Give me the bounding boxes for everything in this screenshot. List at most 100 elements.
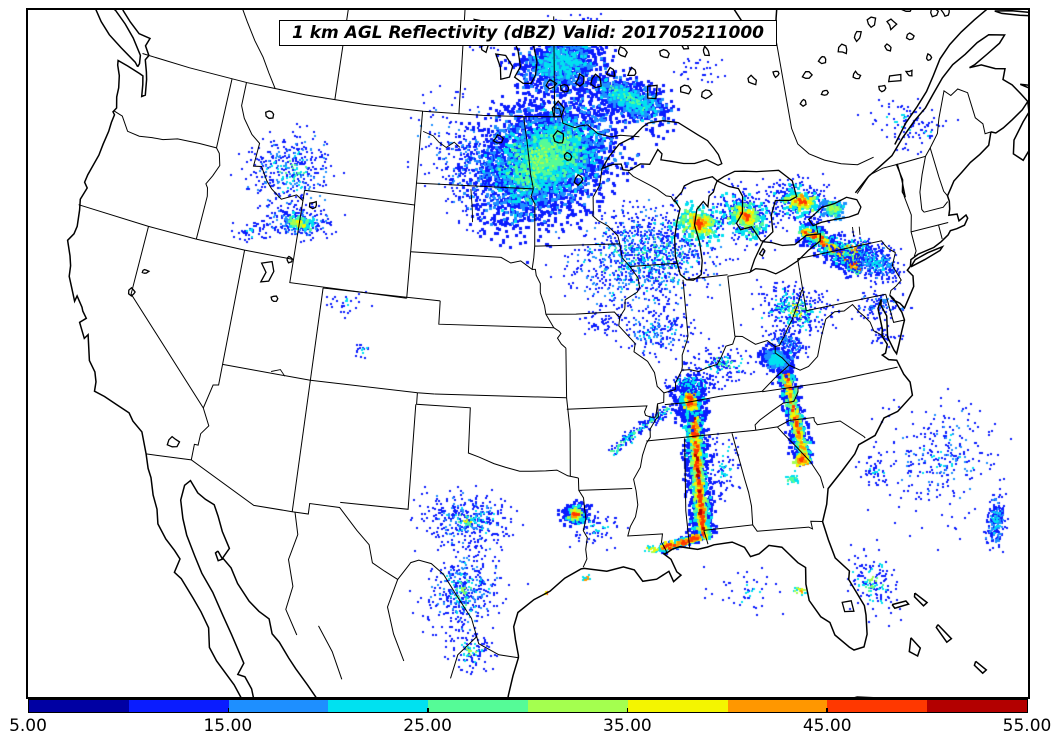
map-path xyxy=(990,101,1028,134)
map-path xyxy=(416,182,534,190)
small-lake xyxy=(878,84,887,93)
map-path xyxy=(854,33,1006,194)
map-path xyxy=(929,147,948,197)
small-lake xyxy=(679,84,692,95)
map-path xyxy=(727,271,751,277)
small-lake xyxy=(563,151,573,161)
small-lake xyxy=(141,268,151,274)
map-path xyxy=(684,438,691,548)
map-path xyxy=(386,579,405,662)
small-lake xyxy=(747,74,758,86)
map-path xyxy=(755,426,778,431)
map-path xyxy=(797,258,807,311)
small-lake xyxy=(166,435,181,448)
small-lake xyxy=(552,129,565,144)
map-path xyxy=(592,168,665,394)
small-lake xyxy=(574,72,585,88)
map-path xyxy=(259,260,275,283)
map-path xyxy=(242,10,276,90)
small-lake xyxy=(308,200,318,210)
map-path xyxy=(910,222,949,233)
map-path xyxy=(195,147,221,240)
small-lake xyxy=(801,71,813,79)
map-path xyxy=(241,82,304,202)
colorbar-segment-10-15 xyxy=(128,700,229,712)
map-path xyxy=(797,240,896,260)
colorbar-tick-mark xyxy=(427,708,429,713)
map-path xyxy=(891,600,910,610)
map-path xyxy=(774,35,874,166)
small-lake xyxy=(884,43,892,52)
map-path xyxy=(923,201,949,213)
map-path xyxy=(434,393,567,399)
small-lake xyxy=(837,43,848,55)
map-path xyxy=(78,204,197,240)
map-path xyxy=(646,84,658,100)
plot-title: 1 km AGL Reflectivity (dBZ) Valid: 20170… xyxy=(292,23,764,43)
map-path xyxy=(142,53,640,138)
map-path xyxy=(807,196,862,227)
small-lake xyxy=(626,66,637,77)
map-path xyxy=(777,416,866,439)
map-path xyxy=(910,245,945,268)
map-path xyxy=(754,385,799,431)
small-lake xyxy=(286,255,293,264)
small-lake xyxy=(590,73,602,89)
map-path xyxy=(410,188,536,271)
map-path xyxy=(566,403,658,418)
map-path xyxy=(146,453,519,659)
map-path xyxy=(271,369,286,377)
map-path xyxy=(565,348,568,398)
map-path xyxy=(815,225,819,234)
map-path xyxy=(762,366,898,393)
colorbar-tick-label: 45.00 xyxy=(802,716,852,736)
map-path xyxy=(130,226,204,409)
map-path xyxy=(673,175,718,281)
map-path xyxy=(578,488,633,491)
small-lake xyxy=(925,52,933,62)
small-lake xyxy=(492,133,505,144)
small-lake xyxy=(905,32,915,41)
map-panel: 1 km AGL Reflectivity (dBZ) Valid: 20170… xyxy=(26,8,1030,699)
colorbar-segment-5-10 xyxy=(29,700,129,712)
map-path xyxy=(216,78,233,149)
mexico-borders xyxy=(146,453,519,680)
rivers xyxy=(271,130,861,377)
map-path xyxy=(887,73,902,83)
map-path xyxy=(885,294,905,323)
map-path xyxy=(304,189,415,206)
map-path xyxy=(422,130,461,149)
small-lake xyxy=(658,48,670,59)
colorbar-tick-label: 55.00 xyxy=(1002,716,1052,736)
map-path xyxy=(318,625,343,680)
map-path xyxy=(727,276,736,337)
small-lake xyxy=(265,110,275,120)
map-path xyxy=(291,287,324,512)
small-lake xyxy=(772,70,780,79)
colorbar-segment-40-45 xyxy=(727,700,828,712)
colorbar xyxy=(28,699,1028,713)
map-path xyxy=(450,636,478,679)
map-path xyxy=(222,363,435,395)
colorbar-tick-label: 5.00 xyxy=(9,716,47,736)
map-path xyxy=(731,433,754,525)
small-lake xyxy=(901,10,912,12)
map-path xyxy=(908,637,922,658)
map-path xyxy=(703,520,823,532)
map-path xyxy=(913,592,929,607)
colorbar-tick-label: 15.00 xyxy=(203,716,253,736)
map-path xyxy=(806,293,886,312)
colorbar-segment-25-30 xyxy=(428,700,528,712)
small-lakes xyxy=(127,10,950,448)
map-path xyxy=(323,287,441,302)
map-path xyxy=(113,110,217,149)
map-path xyxy=(894,10,988,145)
map-path xyxy=(545,311,620,318)
map-path xyxy=(688,274,728,280)
small-lake xyxy=(886,18,898,31)
colorbar-tick-mark xyxy=(626,708,629,713)
map-path xyxy=(896,164,917,257)
colorbar-tick-mark xyxy=(826,708,828,713)
map-path xyxy=(577,477,588,568)
map-path xyxy=(523,116,534,189)
